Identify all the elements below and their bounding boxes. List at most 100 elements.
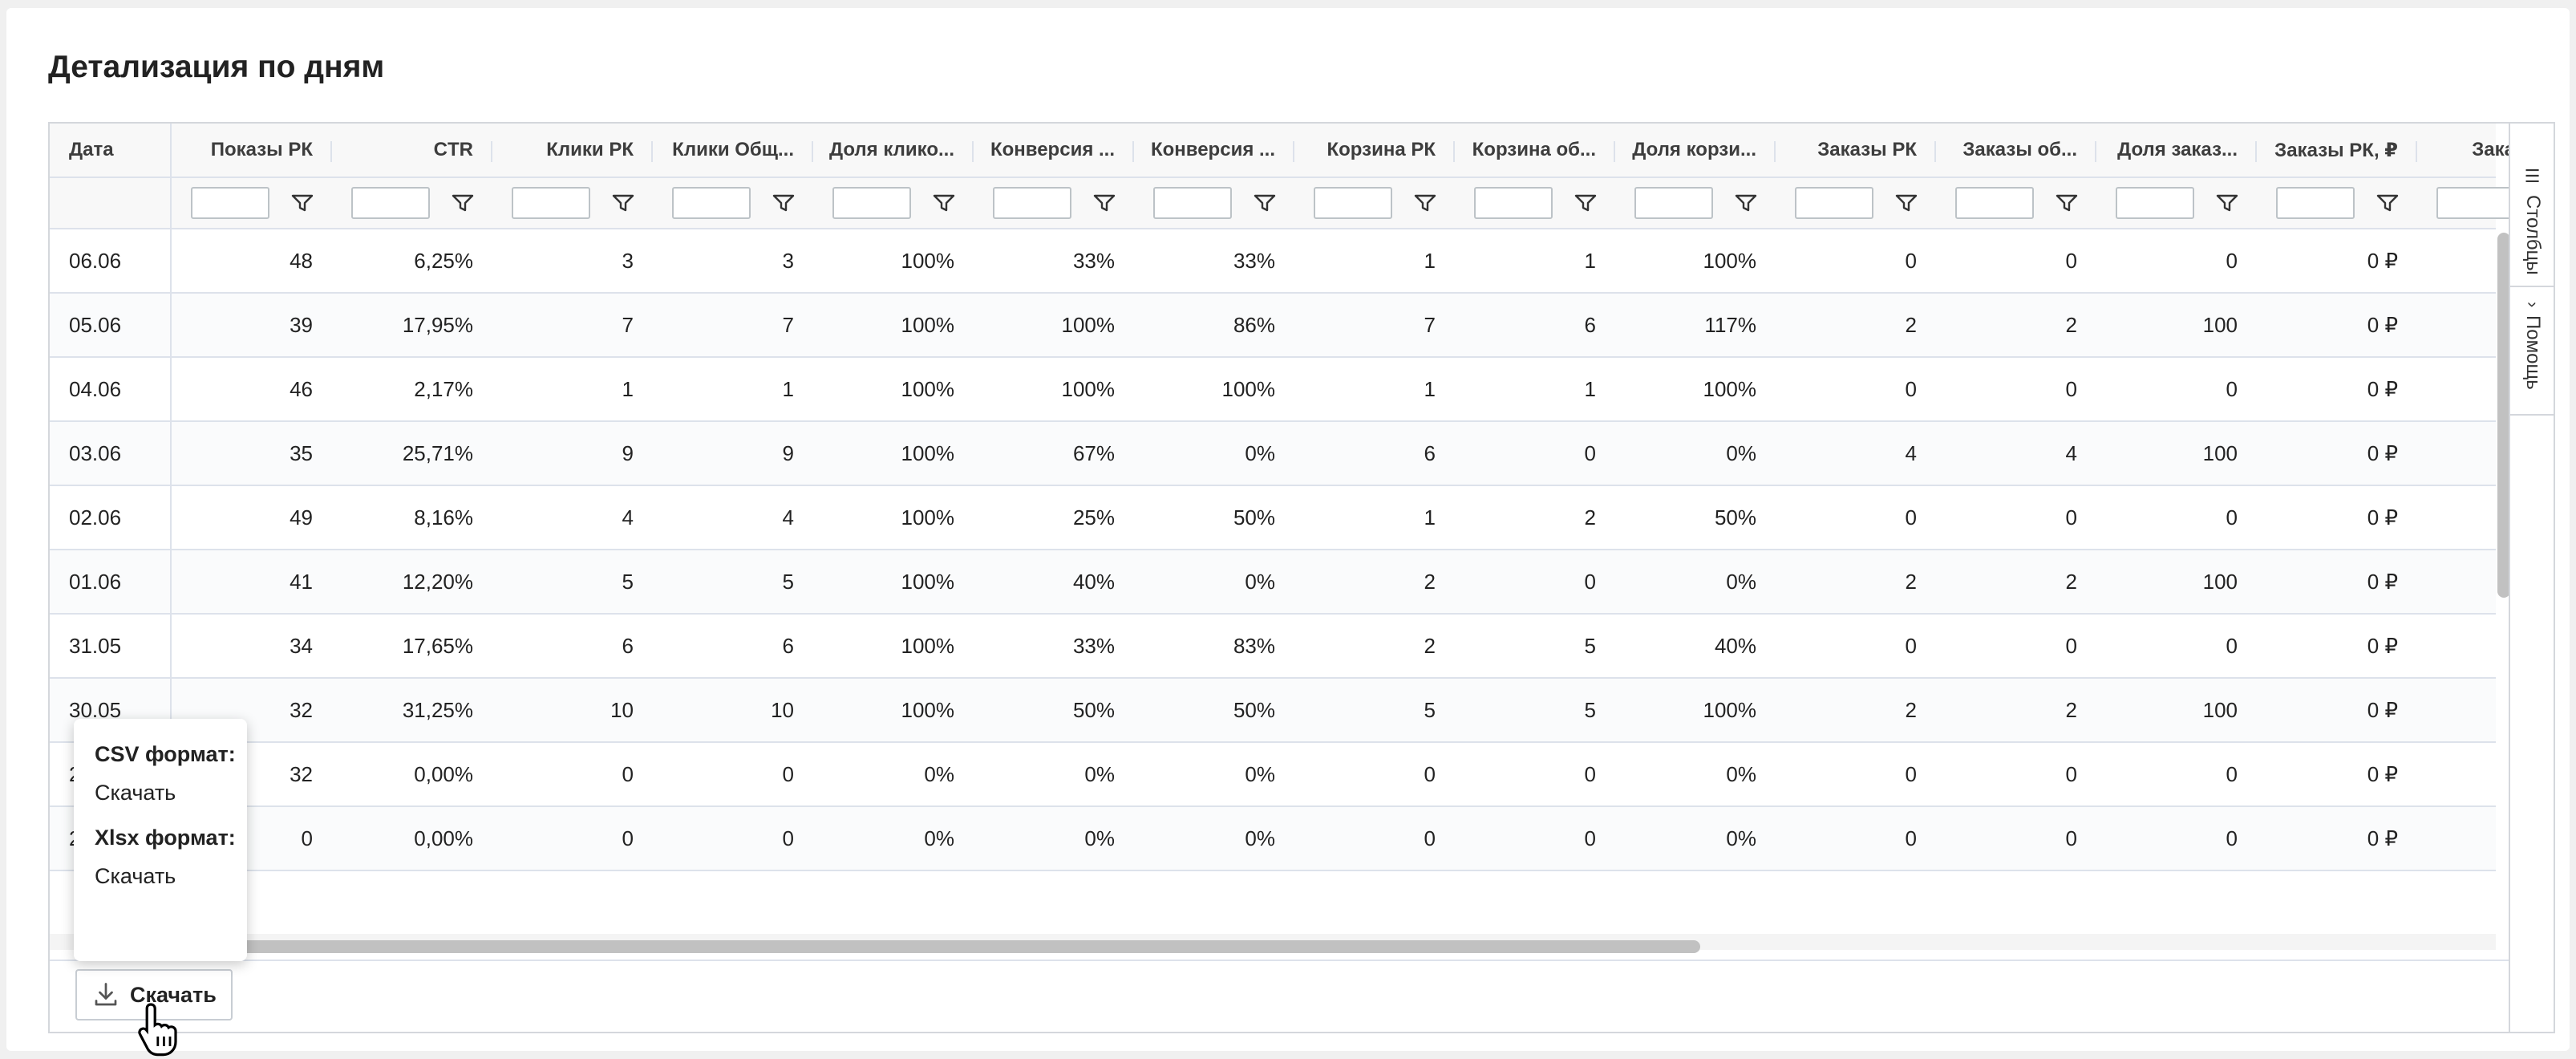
filter-cell-orders_total_rub xyxy=(2417,178,2509,228)
funnel-icon[interactable] xyxy=(2055,193,2079,213)
column-header-clicks[interactable]: Клики РК xyxy=(492,124,653,176)
funnel-icon[interactable] xyxy=(611,193,635,213)
column-header-conv2[interactable]: Конверсия ... xyxy=(1134,124,1294,176)
cell-shows: 41 xyxy=(290,569,313,594)
column-header-cart[interactable]: Корзина РК xyxy=(1294,124,1455,176)
filter-cell-conv2 xyxy=(1134,178,1294,228)
cell-orders: 2 xyxy=(1905,312,1917,337)
filter-input[interactable] xyxy=(2276,187,2355,219)
filter-input[interactable] xyxy=(1474,187,1553,219)
column-resize-handle[interactable] xyxy=(812,141,813,162)
filter-input[interactable] xyxy=(1634,187,1713,219)
funnel-icon[interactable] xyxy=(1574,193,1598,213)
column-resize-handle[interactable] xyxy=(1293,141,1294,162)
column-header-clicks_share[interactable]: Доля клико... xyxy=(813,124,974,176)
column-resize-handle[interactable] xyxy=(1934,141,1936,162)
filter-input[interactable] xyxy=(672,187,751,219)
column-header-orders_rub[interactable]: Заказы РК, ₽ xyxy=(2257,124,2417,176)
download-button-label: Скачать xyxy=(130,982,217,1007)
column-header-cart_total[interactable]: Корзина об... xyxy=(1455,124,1615,176)
vertical-scrollbar[interactable] xyxy=(2497,233,2509,598)
filter-cell-orders_rub xyxy=(2257,178,2417,228)
column-header-orders_total_rub[interactable]: Заказы о xyxy=(2417,124,2509,176)
cell-cart_total: 0 xyxy=(1584,569,1596,594)
table-row[interactable]: 30.05 32 31,25% 10 10 100% 50% 50% 5 5 100% 2 2 100 0 … xyxy=(50,679,2496,743)
csv-format-label: CSV формат: xyxy=(95,742,236,766)
filter-input[interactable] xyxy=(512,187,590,219)
cell-cart_share: 0% xyxy=(1726,569,1756,594)
column-header-conv1[interactable]: Конверсия ... xyxy=(974,124,1134,176)
funnel-icon[interactable] xyxy=(451,193,475,213)
column-resize-handle[interactable] xyxy=(330,141,332,162)
column-resize-handle[interactable] xyxy=(2255,141,2257,162)
column-header-shows[interactable]: Показы РК xyxy=(172,124,332,176)
column-header-label: Корзина об... xyxy=(1472,139,1596,160)
filter-cell-cart xyxy=(1294,178,1455,228)
xlsx-download-item[interactable]: Скачать xyxy=(95,864,176,888)
column-header-cart_share[interactable]: Доля корзи... xyxy=(1615,124,1776,176)
funnel-icon[interactable] xyxy=(932,193,956,213)
cell-clicks_share: 100% xyxy=(901,697,955,722)
column-header-orders[interactable]: Заказы РК xyxy=(1776,124,1936,176)
filter-input[interactable] xyxy=(1314,187,1392,219)
filter-input[interactable] xyxy=(351,187,430,219)
column-resize-handle[interactable] xyxy=(2416,141,2417,162)
cell-clicks_share: 100% xyxy=(901,505,955,530)
funnel-icon[interactable] xyxy=(1734,193,1758,213)
cell-ctr: 17,65% xyxy=(402,633,473,658)
cell-cart: 5 xyxy=(1424,697,1436,722)
filter-input[interactable] xyxy=(2116,187,2194,219)
funnel-icon[interactable] xyxy=(772,193,796,213)
csv-download-item[interactable]: Скачать xyxy=(95,781,176,805)
xlsx-format-label: Xlsx формат: xyxy=(95,826,236,850)
filter-input[interactable] xyxy=(191,187,269,219)
cell-cart_total: 0 xyxy=(1584,761,1596,786)
cell-orders_total_rub xyxy=(2417,229,2496,292)
funnel-icon[interactable] xyxy=(2376,193,2400,213)
column-resize-handle[interactable] xyxy=(491,141,492,162)
horizontal-scrollbar[interactable] xyxy=(239,940,1700,953)
tab-columns[interactable]: ☰ Столбцы xyxy=(2510,152,2555,287)
funnel-icon[interactable] xyxy=(2215,193,2239,213)
filter-input[interactable] xyxy=(2436,187,2509,219)
funnel-icon[interactable] xyxy=(1092,193,1116,213)
cell-conv1: 25% xyxy=(1072,505,1115,530)
table-row[interactable]: 04.06 46 2,17% 1 1 100% 100% 100% 1 1 100% 0 0 0 0 ₽ xyxy=(50,358,2496,422)
column-resize-handle[interactable] xyxy=(1774,141,1776,162)
table-row[interactable]: 03.06 35 25,71% 9 9 100% 67% 0% 6 0 0% 4 4 100 0 ₽ xyxy=(50,422,2496,486)
column-header-date[interactable]: Дата xyxy=(50,124,172,176)
funnel-icon[interactable] xyxy=(1253,193,1277,213)
funnel-icon[interactable] xyxy=(1413,193,1437,213)
cell-cart_total: 0 xyxy=(1584,826,1596,850)
column-header-clicks_total[interactable]: Клики Общ... xyxy=(653,124,813,176)
table-row[interactable]: 06.06 48 6,25% 3 3 100% 33% 33% 1 1 100% 0 0 0 0 ₽ xyxy=(50,229,2496,294)
column-resize-handle[interactable] xyxy=(1132,141,1134,162)
filter-input[interactable] xyxy=(1955,187,2034,219)
column-resize-handle[interactable] xyxy=(651,141,653,162)
column-resize-handle[interactable] xyxy=(1453,141,1455,162)
column-resize-handle[interactable] xyxy=(1614,141,1615,162)
filter-input[interactable] xyxy=(1153,187,1232,219)
cell-orders_total: 2 xyxy=(2065,697,2077,722)
column-header-orders_total[interactable]: Заказы об... xyxy=(1936,124,2096,176)
grid-body[interactable]: 06.06 48 6,25% 3 3 100% 33% 33% 1 1 100% 0 0 0 0 ₽05.0… xyxy=(50,229,2496,871)
filter-input[interactable] xyxy=(993,187,1071,219)
cell-shows: 0 xyxy=(301,826,313,850)
tab-help[interactable]: › Помощь xyxy=(2510,287,2555,416)
table-row[interactable]: 31.05 34 17,65% 6 6 100% 33% 83% 2 5 40% 0 0 0 0 ₽ xyxy=(50,615,2496,679)
grid-header-row: Дата Показы РК CTR Клики РК Клики Общ... Доля… xyxy=(50,124,2509,178)
funnel-icon[interactable] xyxy=(1894,193,1918,213)
column-resize-handle[interactable] xyxy=(2095,141,2096,162)
table-row[interactable]: 02.06 49 8,16% 4 4 100% 25% 50% 1 2 50% 0 0 0 0 ₽ xyxy=(50,486,2496,550)
column-header-orders_share[interactable]: Доля заказ... xyxy=(2096,124,2257,176)
table-row[interactable]: 01.06 41 12,20% 5 5 100% 40% 0% 2 0 0% 2 2 100 0 ₽ xyxy=(50,550,2496,615)
filter-input[interactable] xyxy=(832,187,911,219)
column-resize-handle[interactable] xyxy=(972,141,974,162)
table-row[interactable]: 05.06 39 17,95% 7 7 100% 100% 86% 7 6 117% 2 2 100 0 ₽ xyxy=(50,294,2496,358)
cell-orders_share: 100 xyxy=(2202,440,2238,465)
filter-input[interactable] xyxy=(1795,187,1873,219)
column-header-ctr[interactable]: CTR xyxy=(332,124,492,176)
funnel-icon[interactable] xyxy=(290,193,314,213)
